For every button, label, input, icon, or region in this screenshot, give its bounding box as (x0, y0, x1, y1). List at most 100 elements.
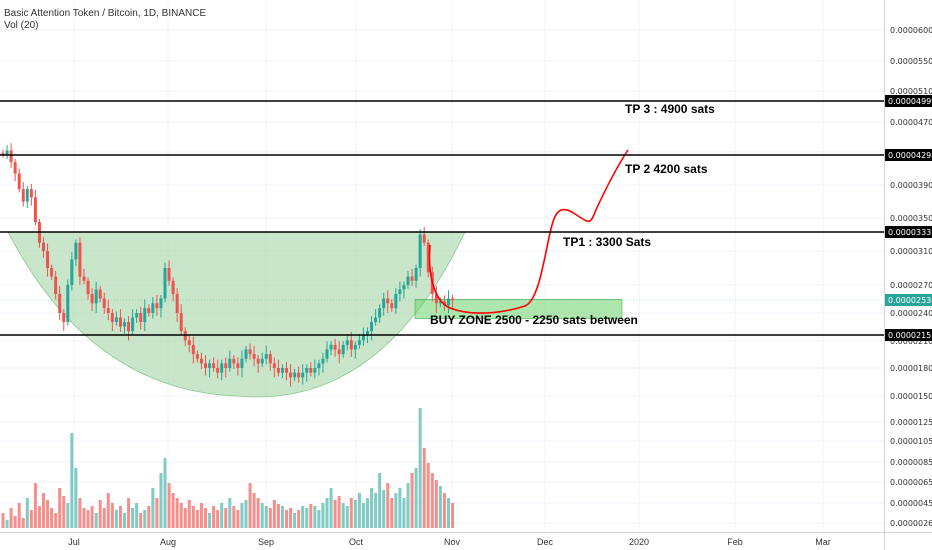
buy-zone-box (414, 298, 623, 319)
volume-bar (191, 506, 195, 528)
candle-body (370, 322, 374, 332)
volume-bar (17, 503, 21, 528)
volume-bar (244, 500, 248, 528)
symbol-title: Basic Attention Token / Bitcoin, 1D, BIN… (4, 8, 207, 19)
volume-bar (224, 508, 228, 528)
candle-body (402, 285, 406, 290)
candle-body (29, 189, 33, 198)
volume-bar (54, 513, 58, 528)
volume-indicator-label: Vol (20) (4, 20, 39, 31)
volume-bar (171, 493, 175, 528)
candle-body (216, 368, 220, 373)
candle-body (394, 294, 398, 309)
candle-body (90, 294, 94, 304)
volume-bar (349, 498, 353, 528)
candle-body (357, 340, 361, 345)
volume-bar (139, 513, 143, 528)
volume-bar (78, 498, 82, 528)
volume-bar (187, 500, 191, 528)
candle-body (256, 358, 260, 364)
candle-body (74, 242, 78, 260)
volume-bar (33, 483, 37, 528)
candle-body (337, 349, 341, 355)
level-price-badge-label: 0.00003331 (888, 228, 932, 237)
candle-body (398, 289, 402, 295)
level-annotation: TP1 : 3300 Sats (563, 235, 651, 249)
volume-bar (374, 493, 378, 528)
candle-body (13, 162, 17, 174)
volume-bar (382, 490, 386, 528)
volume-bar (301, 506, 305, 528)
volume-bar (414, 468, 418, 528)
candle-body (82, 276, 86, 281)
volume-bar (123, 513, 126, 528)
volume-bar (236, 510, 240, 528)
candle-body (155, 303, 159, 309)
volume-bar (58, 488, 62, 528)
candle-body (9, 150, 13, 163)
volume-bar (106, 493, 110, 528)
volume-bar (321, 503, 325, 528)
volume-bar (90, 506, 94, 528)
volume-bar (232, 506, 236, 528)
candle-body (268, 354, 272, 364)
candle-body (244, 349, 248, 359)
candle-body (240, 358, 244, 368)
candle-body (264, 354, 268, 359)
candle-body (224, 363, 228, 368)
volume-group (1, 408, 455, 528)
volume-bar (422, 448, 426, 528)
candle-body (309, 368, 313, 373)
volume-bar (70, 433, 74, 528)
candle-body (374, 317, 378, 323)
candle-body (325, 349, 329, 359)
volume-bar (204, 508, 207, 528)
volume-bar (13, 516, 17, 528)
volume-bar (220, 503, 224, 528)
candle-body (159, 298, 163, 309)
candle-body (345, 340, 349, 345)
candle-body (329, 344, 333, 350)
candle-body (272, 363, 276, 368)
candle-body (220, 363, 224, 373)
candle-body (94, 289, 98, 304)
candle-body (422, 234, 426, 243)
candle-body (386, 298, 390, 304)
volume-bar (370, 488, 374, 528)
candle-body (66, 285, 70, 323)
candle-body (434, 294, 438, 304)
volume-bar (280, 506, 284, 528)
volume-bar (406, 483, 410, 528)
time-axis-label: Nov (444, 537, 461, 547)
volume-bar (248, 483, 252, 528)
volume-bar (175, 498, 179, 528)
volume-bar (386, 483, 390, 528)
volume-bar (42, 493, 45, 528)
volume-bar (353, 500, 357, 528)
candle-body (21, 189, 25, 202)
candles-group (1, 143, 455, 387)
volume-bar (9, 508, 13, 528)
volume-bar (127, 498, 131, 528)
volume-bar (345, 506, 349, 528)
candle-body (163, 268, 167, 299)
current-price-badge (885, 294, 932, 306)
volume-bar (272, 500, 276, 528)
candle-body (98, 289, 102, 299)
volume-bar (361, 503, 365, 528)
candle-body (151, 303, 155, 313)
candle-body (118, 317, 122, 327)
volume-bar (29, 510, 33, 528)
volume-bar (183, 508, 187, 528)
candle-body (280, 368, 284, 373)
time-axis-label: Aug (160, 537, 176, 547)
